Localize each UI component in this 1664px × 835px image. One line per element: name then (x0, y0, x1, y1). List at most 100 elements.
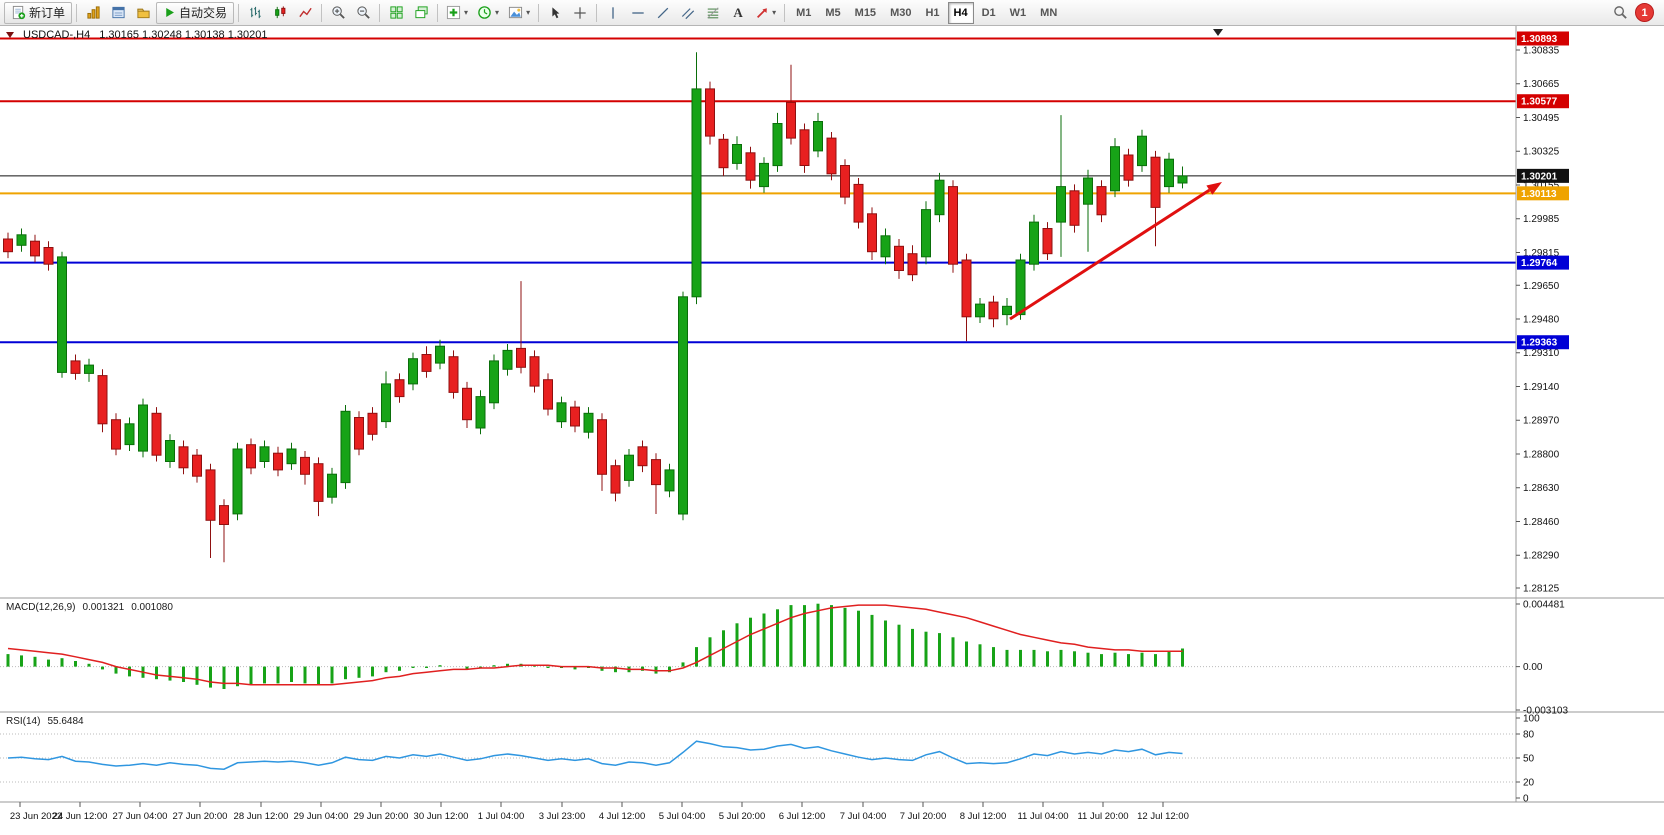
price-scale-label: 1.30665 (1523, 79, 1560, 90)
periods-button[interactable]: ▾ (473, 2, 503, 24)
candle-down (394, 379, 405, 398)
line-chart-button[interactable] (293, 2, 317, 24)
auto-trading-label: 自动交易 (179, 6, 228, 20)
timeframe-mn[interactable]: MN (1040, 6, 1058, 19)
candle-chart-button[interactable] (268, 2, 292, 24)
indicators-icon (446, 5, 461, 20)
candle-down (948, 186, 958, 265)
candle-down (637, 446, 648, 467)
svg-text:1.30113: 1.30113 (1521, 189, 1557, 200)
price-scale-label: 1.29815 (1523, 248, 1560, 259)
indicators-caret-icon: ▾ (464, 7, 469, 17)
candle-up (165, 440, 175, 462)
horizontal-line-button[interactable] (626, 2, 650, 24)
vertical-line-button[interactable] (601, 2, 625, 24)
candle-down (799, 129, 810, 167)
candle-down (192, 454, 202, 477)
timeframe-m30[interactable]: M30 (890, 6, 912, 19)
trendline-icon (657, 7, 669, 18)
candle-down (1096, 186, 1107, 216)
indicators-button[interactable]: ▾ (442, 2, 472, 24)
candle-down (961, 259, 972, 318)
chart-marker-icon (6, 32, 14, 38)
cursor-icon (552, 6, 560, 18)
market-watch-icon (86, 6, 100, 19)
shift-marker-icon (1213, 29, 1223, 36)
candle-down (151, 412, 162, 456)
candle-down (367, 412, 378, 435)
candle-down (273, 452, 283, 471)
candle-up (327, 473, 337, 498)
price-tag: 1.30201 (1517, 168, 1569, 183)
candle-up (286, 448, 297, 465)
candle-up (502, 349, 513, 370)
candle-down (651, 459, 661, 486)
separator (538, 3, 540, 22)
timeframe-m5[interactable]: M5 (825, 6, 841, 19)
text-tool-button[interactable]: A (726, 2, 750, 24)
price-scale-label: 1.29650 (1523, 281, 1560, 292)
fibonacci-button[interactable] (701, 2, 725, 24)
separator (596, 3, 598, 22)
candle-up (772, 123, 783, 167)
cascade-windows-button[interactable] (409, 2, 433, 24)
time-scale-label: 11 Jul 20:00 (1077, 811, 1128, 822)
timeframe-d1[interactable]: D1 (981, 6, 996, 19)
notification-badge[interactable]: 1 (1635, 3, 1654, 22)
candle-down (718, 138, 729, 169)
bar-chart-button[interactable] (243, 2, 267, 24)
trendline-button[interactable] (651, 2, 675, 24)
candle-up (340, 410, 351, 484)
candle-down (246, 444, 256, 469)
auto-trading-button[interactable]: 自动交易 (156, 1, 235, 24)
search-button[interactable] (1608, 2, 1632, 24)
candle-up (691, 88, 702, 298)
candle-down (1150, 156, 1161, 208)
timeframe-m15[interactable]: M15 (854, 6, 877, 19)
separator (437, 3, 439, 22)
candle-down (894, 245, 904, 272)
time-scale-label: 4 Jul 12:00 (599, 811, 645, 822)
zoom-in-button[interactable] (326, 2, 350, 24)
price-scale[interactable]: 1.30835 1.30665 1.30495 1.30325 1.30155 1.299… (1516, 46, 1560, 595)
navigator-button[interactable] (131, 2, 155, 24)
timeframe-m1[interactable]: M1 (796, 6, 812, 19)
templates-button[interactable]: ▾ (504, 2, 534, 24)
candle-up (124, 423, 135, 446)
candle-down (867, 213, 877, 253)
macd-scale-label: -0.003103 (1523, 706, 1568, 717)
rsi-value: 55.6484 (47, 716, 84, 727)
new-order-label: 新订单 (29, 6, 66, 20)
channel-button[interactable] (676, 2, 700, 24)
candle-down (70, 360, 81, 374)
crosshair-button[interactable] (568, 2, 592, 24)
candles-layer (3, 52, 1188, 563)
data-window-button[interactable] (106, 2, 130, 24)
chart-region: 1.30835 1.30665 1.30495 1.30325 1.30155 1.299… (0, 26, 1664, 835)
channel-icon (681, 7, 695, 19)
timeframe-w1[interactable]: W1 (1009, 6, 1027, 19)
cursor-button[interactable] (543, 2, 567, 24)
chart-symbol-label: USDCAD-,H4 (23, 29, 91, 41)
trend-arrow-head (1206, 182, 1222, 195)
timeframe-h4[interactable]: H4 (947, 1, 974, 24)
time-scale-label: 27 Jun 20:00 (173, 811, 228, 822)
market-watch-button[interactable] (81, 2, 105, 24)
data-window-icon (111, 6, 125, 19)
new-order-button[interactable]: 新订单 (4, 1, 73, 24)
time-scale-label: 28 Jun 12:00 (234, 811, 289, 822)
trend-arrow-line (1009, 188, 1211, 321)
time-scale-label: 27 Jun 04:00 (113, 811, 168, 822)
arrows-tool-button[interactable]: ▾ (751, 2, 780, 24)
zoom-out-button[interactable] (351, 2, 375, 24)
price-scale-label: 1.30325 (1523, 147, 1560, 158)
chart-title: USDCAD-,H4 1.30165 1.30248 1.30138 1.302… (6, 29, 267, 41)
candle-up (583, 412, 594, 433)
tile-windows-button[interactable] (384, 2, 408, 24)
rsi-line (7, 740, 1183, 770)
price-chart-canvas[interactable]: 1.30835 1.30665 1.30495 1.30325 1.30155 1.299… (0, 26, 1664, 835)
zoom-out-icon (356, 6, 370, 19)
price-tag: 1.29764 (1517, 255, 1569, 270)
timeframe-h1[interactable]: H1 (925, 6, 940, 19)
